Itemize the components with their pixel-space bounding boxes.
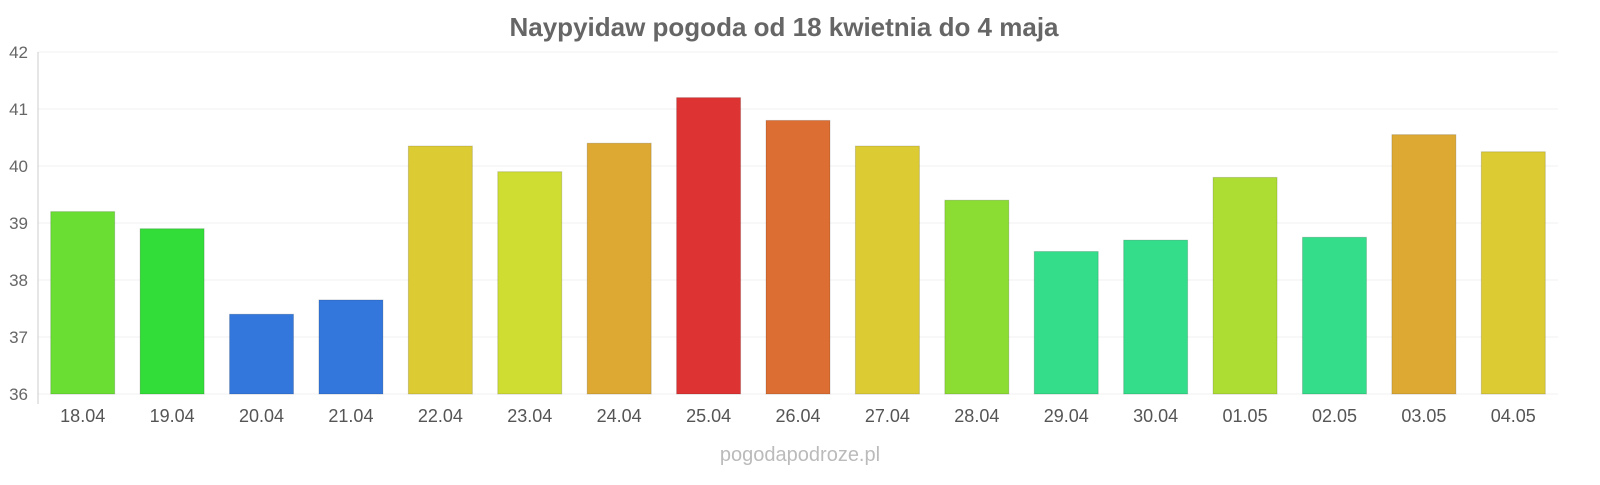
x-tick-label: 01.05 [1223, 406, 1268, 426]
y-tick-label: 41 [9, 100, 28, 119]
x-tick-label: 21.04 [328, 406, 373, 426]
y-tick-label: 38 [9, 271, 28, 290]
bar-19.04[interactable] [139, 228, 205, 395]
x-tick-label: 29.04 [1044, 406, 1089, 426]
x-tick-label: 03.05 [1401, 406, 1446, 426]
bar-04.05[interactable] [1480, 151, 1546, 395]
x-tick-label: 27.04 [865, 406, 910, 426]
y-tick-label: 40 [9, 157, 28, 176]
bar-01.05[interactable] [1212, 176, 1278, 395]
bar-26.04[interactable] [765, 119, 831, 395]
bar-03.05[interactable] [1391, 134, 1457, 395]
y-tick-label: 37 [9, 328, 28, 347]
bar-24.04[interactable] [586, 142, 652, 395]
bar-21.04[interactable] [318, 299, 384, 395]
bar-30.04[interactable] [1123, 239, 1189, 395]
x-tick-label: 19.04 [150, 406, 195, 426]
bar-23.04[interactable] [497, 171, 563, 395]
x-tick-label: 28.04 [954, 406, 999, 426]
bar-20.04[interactable] [229, 313, 295, 395]
x-tick-label: 22.04 [418, 406, 463, 426]
x-tick-label: 26.04 [775, 406, 820, 426]
x-tick-label: 25.04 [686, 406, 731, 426]
y-tick-label: 39 [9, 214, 28, 233]
x-tick-label: 30.04 [1133, 406, 1178, 426]
chart-title: Naypyidaw pogoda od 18 kwietnia do 4 maj… [509, 12, 1059, 42]
x-tick-label: 24.04 [597, 406, 642, 426]
x-tick-label: 23.04 [507, 406, 552, 426]
x-tick-label: 18.04 [60, 406, 105, 426]
bar-02.05[interactable] [1301, 236, 1367, 395]
bar-27.04[interactable] [854, 145, 920, 395]
y-tick-label: 42 [9, 43, 28, 62]
y-tick-label: 36 [9, 385, 28, 404]
bar-28.04[interactable] [944, 199, 1010, 395]
x-tick-label: 20.04 [239, 406, 284, 426]
watermark: pogodapodroze.pl [720, 444, 880, 466]
bar-22.04[interactable] [407, 145, 473, 395]
x-tick-label: 02.05 [1312, 406, 1357, 426]
bar-18.04[interactable] [50, 211, 116, 395]
x-tick-label: 04.05 [1491, 406, 1536, 426]
bar-25.04[interactable] [676, 97, 742, 395]
bar-29.04[interactable] [1033, 251, 1099, 395]
